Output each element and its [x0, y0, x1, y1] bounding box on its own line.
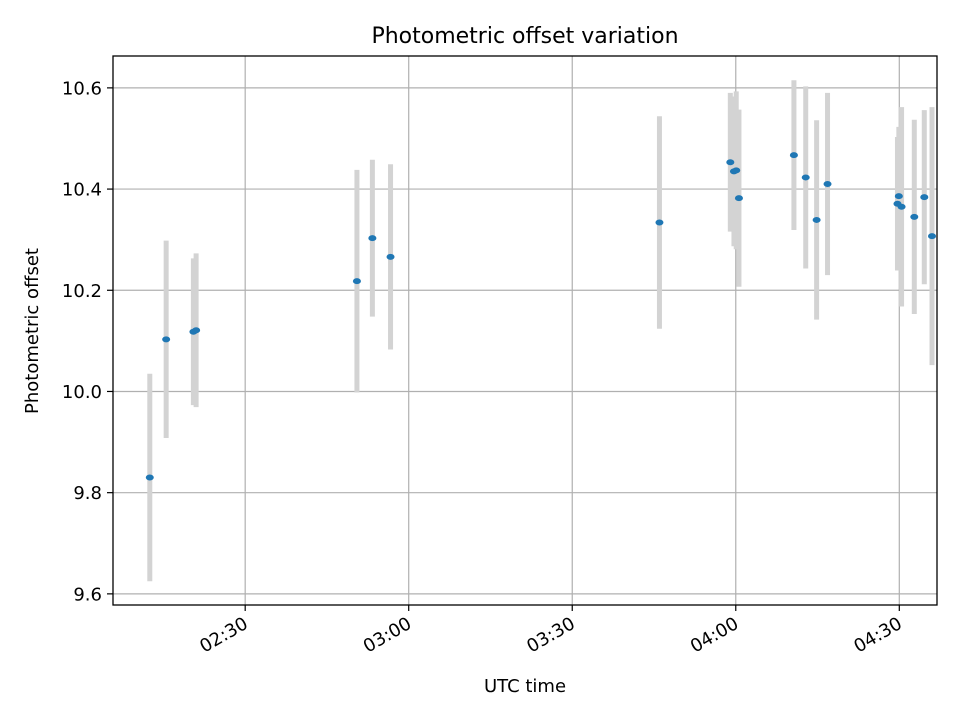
- chart-title: Photometric offset variation: [371, 24, 678, 49]
- data-points: [145, 152, 937, 481]
- data-point: [897, 203, 906, 210]
- y-tick-label: 9.8: [73, 483, 102, 504]
- data-point: [894, 193, 903, 200]
- data-point: [386, 253, 395, 260]
- data-point: [812, 216, 821, 223]
- data-point: [823, 181, 832, 188]
- data-point: [145, 474, 154, 481]
- y-tick-label: 10.6: [62, 78, 102, 99]
- data-point: [368, 235, 377, 242]
- plot-frame: [112, 55, 938, 606]
- y-tick-label: 9.6: [73, 584, 102, 605]
- data-point: [920, 194, 929, 201]
- y-tick-label: 10.0: [62, 382, 102, 403]
- data-point: [801, 174, 810, 181]
- data-point: [352, 278, 361, 285]
- data-point: [732, 167, 741, 174]
- data-point: [162, 336, 171, 343]
- x-axis-label: UTC time: [484, 676, 566, 697]
- data-point: [192, 327, 201, 334]
- y-axis-label: Photometric offset: [22, 248, 43, 414]
- y-tick-label: 10.2: [62, 281, 102, 302]
- data-point: [726, 159, 735, 166]
- y-tick-label: 10.4: [62, 180, 102, 201]
- data-point: [789, 152, 798, 159]
- data-point: [655, 219, 664, 226]
- data-point: [928, 233, 937, 240]
- data-point: [910, 213, 919, 220]
- data-point: [734, 195, 743, 202]
